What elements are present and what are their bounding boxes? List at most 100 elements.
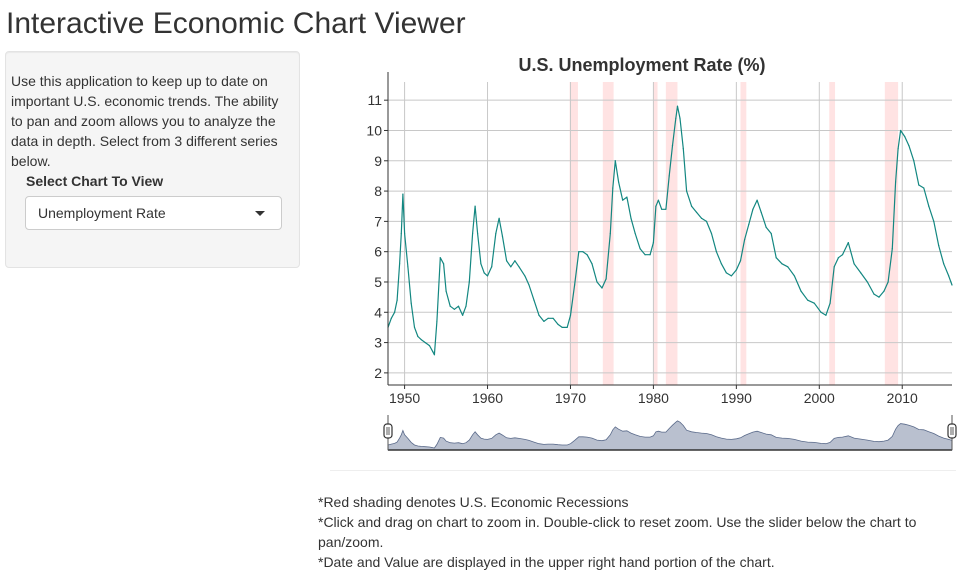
x-tick-label: 2000 bbox=[804, 390, 835, 406]
data-point bbox=[462, 314, 464, 316]
data-point bbox=[524, 275, 526, 277]
data-point bbox=[825, 314, 827, 316]
data-point bbox=[442, 263, 445, 265]
data-point bbox=[626, 196, 628, 198]
data-point bbox=[685, 190, 688, 192]
data-point bbox=[679, 117, 681, 119]
data-point bbox=[472, 232, 474, 235]
data-point bbox=[403, 232, 406, 235]
data-point bbox=[617, 181, 620, 183]
data-point bbox=[807, 299, 809, 301]
data-point bbox=[820, 311, 822, 313]
data-point bbox=[682, 148, 684, 150]
data-point bbox=[866, 281, 869, 283]
x-tick-label: 1960 bbox=[472, 390, 503, 406]
data-point bbox=[394, 311, 396, 313]
data-point bbox=[439, 257, 441, 259]
data-point bbox=[586, 254, 588, 256]
data-point bbox=[399, 263, 401, 265]
data-point bbox=[725, 272, 727, 274]
data-point bbox=[833, 266, 835, 268]
unemployment-chart[interactable]: U.S. Unemployment Rate (%) 2 3 4 5 6 7 8 9 10 11 1… bbox=[330, 50, 962, 470]
data-point bbox=[813, 302, 815, 304]
recession-band bbox=[740, 82, 747, 385]
slider-right-handle[interactable] bbox=[947, 423, 957, 439]
data-point bbox=[655, 205, 657, 207]
data-point bbox=[510, 266, 512, 268]
divider bbox=[330, 470, 956, 471]
data-point bbox=[748, 223, 750, 226]
data-point bbox=[649, 254, 651, 256]
data-point bbox=[432, 351, 434, 353]
data-point bbox=[928, 205, 930, 207]
data-point bbox=[676, 105, 679, 107]
data-point bbox=[457, 305, 460, 307]
data-point bbox=[904, 135, 906, 138]
data-point bbox=[948, 275, 950, 277]
data-point bbox=[622, 199, 624, 201]
data-point bbox=[501, 235, 504, 238]
data-point bbox=[538, 314, 540, 316]
data-point bbox=[614, 160, 616, 162]
data-point bbox=[705, 220, 708, 222]
data-point bbox=[765, 226, 767, 229]
data-point bbox=[887, 281, 889, 283]
x-tick-label: 1970 bbox=[555, 390, 586, 406]
data-point bbox=[449, 305, 451, 307]
data-point bbox=[390, 317, 392, 319]
data-point bbox=[847, 241, 849, 244]
data-point bbox=[675, 117, 677, 119]
data-point bbox=[853, 263, 855, 265]
chart-select-dropdown[interactable]: Unemployment Rate bbox=[25, 196, 282, 230]
chart-axes: 2 3 4 5 6 7 8 9 10 11 1950 1960 1970 1980 1990 2000 2010 bbox=[366, 72, 952, 406]
data-point bbox=[668, 175, 670, 177]
data-point bbox=[561, 326, 563, 329]
data-point bbox=[715, 251, 718, 253]
data-point bbox=[923, 187, 925, 189]
data-point bbox=[474, 205, 476, 207]
data-point bbox=[938, 245, 940, 247]
data-point bbox=[756, 199, 758, 201]
slider-left-handle[interactable] bbox=[383, 423, 393, 439]
recession-band bbox=[829, 82, 836, 385]
data-point bbox=[582, 251, 584, 253]
data-point bbox=[428, 345, 431, 347]
data-point bbox=[913, 160, 915, 162]
data-point bbox=[574, 284, 576, 286]
data-point bbox=[552, 317, 554, 319]
data-point bbox=[829, 302, 831, 304]
data-point bbox=[775, 257, 777, 259]
data-point bbox=[639, 248, 641, 250]
data-point bbox=[543, 320, 545, 322]
data-point bbox=[671, 145, 674, 147]
data-point bbox=[557, 323, 559, 325]
data-point bbox=[407, 266, 409, 268]
x-tick-label: 1950 bbox=[389, 390, 420, 406]
data-point bbox=[424, 341, 426, 344]
data-point bbox=[445, 290, 447, 292]
data-point bbox=[420, 338, 422, 341]
data-point bbox=[498, 217, 500, 219]
data-point bbox=[710, 232, 713, 235]
sidebar-panel: Use this application to keep up to date … bbox=[5, 51, 300, 268]
chart-title: U.S. Unemployment Rate (%) bbox=[518, 55, 765, 75]
data-point bbox=[800, 290, 802, 292]
data-point bbox=[476, 232, 479, 235]
range-slider[interactable] bbox=[383, 415, 957, 451]
data-point bbox=[465, 305, 467, 307]
data-point bbox=[695, 211, 698, 213]
note-zoom: *Click and drag on chart to zoom in. Dou… bbox=[318, 514, 917, 550]
chart-area[interactable]: U.S. Unemployment Rate (%) 2 3 4 5 6 7 8 9 10 11 1… bbox=[330, 50, 962, 470]
data-point bbox=[793, 275, 796, 277]
data-point bbox=[951, 284, 953, 286]
data-point bbox=[943, 263, 945, 265]
y-tick-label: 4 bbox=[374, 304, 382, 320]
data-point bbox=[787, 266, 789, 268]
data-point bbox=[841, 254, 844, 256]
data-point bbox=[744, 238, 746, 241]
data-point bbox=[417, 335, 419, 338]
y-tick-label: 8 bbox=[374, 183, 382, 199]
data-point bbox=[634, 232, 636, 235]
data-point bbox=[752, 208, 754, 210]
x-tick-label: 1990 bbox=[721, 390, 752, 406]
